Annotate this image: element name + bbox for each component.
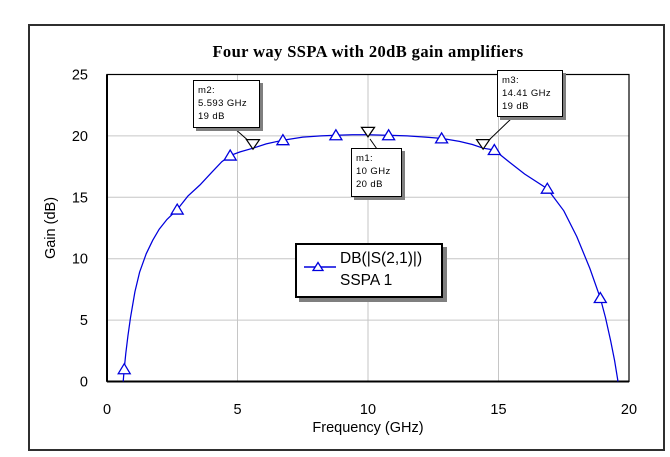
y-tick-label: 10	[72, 252, 88, 268]
y-tick-label: 0	[80, 375, 88, 391]
trace-symbol-icon	[434, 131, 449, 144]
marker-triangle-icon	[360, 126, 376, 139]
legend-line-2: SSPA 1	[340, 272, 393, 289]
trace-symbol-icon	[593, 291, 608, 304]
legend-trace-sample-icon	[304, 261, 336, 272]
trace-line	[122, 134, 619, 382]
tick-labels: 0 5 10 15 20 0 5 10 15 20 25	[72, 68, 637, 419]
marker-leader-line	[369, 138, 378, 150]
marker-text-line: m3:	[502, 75, 520, 86]
marker-text-line: 5.593 GHz	[198, 98, 248, 109]
marker-box-m2[interactable]: m2: 5.593 GHz 19 dB	[193, 80, 260, 128]
marker-text-line: 19 dB	[502, 101, 529, 112]
trace-symbol-icon	[381, 128, 396, 141]
marker-box-m1[interactable]: m1: 10 GHz 20 dB	[351, 148, 402, 197]
marker-triangle-icon	[475, 139, 491, 151]
x-tick-label: 10	[360, 402, 376, 418]
marker-triangle-icon	[245, 139, 261, 151]
marker-text-line: 19 dB	[198, 111, 225, 122]
trace-symbol-icon	[117, 362, 132, 375]
x-tick-label: 0	[103, 402, 111, 418]
y-axis-label: Gain (dB)	[43, 196, 59, 260]
gridlines	[107, 74, 629, 382]
axes	[106, 73, 630, 383]
marker-glyphs	[233, 116, 514, 151]
marker-text-line: 14.41 GHz	[502, 88, 552, 99]
legend-line-1: DB(|S(2,1)|)	[340, 250, 423, 267]
chart-title: Four way SSPA with 20dB gain amplifiers	[212, 42, 524, 61]
marker-text-line: 20 dB	[356, 179, 383, 190]
trace-symbol-icon	[275, 133, 291, 146]
trace-symbol-icon	[487, 143, 502, 156]
x-tick-label: 20	[621, 402, 637, 418]
y-tick-label: 15	[72, 190, 88, 206]
x-axis-label: Frequency (GHz)	[312, 420, 424, 436]
legend[interactable]: DB(|S(2,1)|) SSPA 1	[295, 243, 443, 298]
x-tick-label: 5	[233, 402, 241, 418]
x-tick-label: 15	[490, 402, 506, 418]
marker-text-line: 10 GHz	[356, 166, 391, 177]
trace-symbol-icon	[170, 202, 185, 215]
marker-text-line: m2:	[198, 85, 216, 96]
trace-symbol-icon	[328, 128, 344, 141]
marker-leader-line	[487, 116, 514, 142]
trace-symbol-icon	[540, 181, 555, 194]
trace-symbol-icon	[223, 148, 238, 161]
y-tick-label: 25	[72, 68, 88, 84]
y-tick-label: 5	[80, 313, 88, 329]
y-tick-label: 20	[72, 129, 88, 145]
legend-text: DB(|S(2,1)|) SSPA 1	[340, 245, 422, 292]
trace	[117, 128, 619, 382]
marker-box-m3[interactable]: m3: 14.41 GHz 19 dB	[497, 70, 563, 117]
marker-text-line: m1:	[356, 153, 374, 164]
